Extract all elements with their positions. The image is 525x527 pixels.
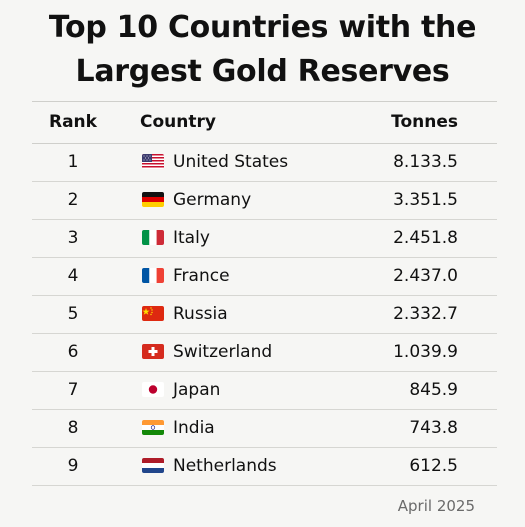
- country-cell: Germany: [173, 190, 252, 210]
- tonnes-cell: 2.451.8: [393, 228, 458, 248]
- rank-cell: 9: [67, 456, 79, 476]
- country-cell: Switzerland: [173, 342, 273, 362]
- table-row: 8 India 743.8: [32, 410, 497, 448]
- country-cell: Italy: [173, 228, 210, 248]
- rank-cell: 7: [67, 380, 79, 400]
- table-row: 4 France 2.437.0: [32, 258, 497, 296]
- tonnes-cell: 8.133.5: [393, 152, 458, 172]
- france-flag-icon: [142, 268, 164, 283]
- column-header-tonnes: Tonnes: [391, 112, 458, 132]
- germany-flag-icon: [142, 192, 164, 207]
- tonnes-cell: 1.039.9: [393, 342, 458, 362]
- table-row: 7 Japan 845.9: [32, 372, 497, 410]
- tonnes-cell: 3.351.5: [393, 190, 458, 210]
- chart-title: Top 10 Countries with the Largest Gold R…: [0, 6, 525, 94]
- netherlands-flag-icon: [142, 458, 164, 473]
- italy-flag-icon: [142, 230, 164, 245]
- country-cell: Russia: [173, 304, 228, 324]
- switzerland-flag-icon: [142, 344, 164, 359]
- tonnes-cell: 845.9: [409, 380, 458, 400]
- tonnes-cell: 2.332.7: [393, 304, 458, 324]
- rank-cell: 6: [67, 342, 79, 362]
- table-body: 1 United States 8.133.5 2 Germany 3.351.5 3 Ita…: [32, 144, 497, 486]
- rank-cell: 1: [67, 152, 79, 172]
- rank-cell: 5: [67, 304, 79, 324]
- japan-flag-icon: [142, 382, 164, 397]
- title-line-2: Largest Gold Reserves: [75, 54, 450, 89]
- table-row: 3 Italy 2.451.8: [32, 220, 497, 258]
- country-cell: France: [173, 266, 230, 286]
- rank-cell: 3: [67, 228, 79, 248]
- table-row: 5 Russia 2.332.7: [32, 296, 497, 334]
- country-cell: Japan: [173, 380, 221, 400]
- china-style-red-flag-icon: [142, 306, 164, 321]
- rank-cell: 8: [67, 418, 79, 438]
- india-flag-icon: [142, 420, 164, 435]
- title-line-1: Top 10 Countries with the: [48, 10, 477, 45]
- tonnes-cell: 743.8: [409, 418, 458, 438]
- rank-cell: 4: [67, 266, 79, 286]
- tonnes-cell: 2.437.0: [393, 266, 458, 286]
- table-row: 6 Switzerland 1.039.9: [32, 334, 497, 372]
- country-cell: India: [173, 418, 215, 438]
- table-row: 1 United States 8.133.5: [32, 144, 497, 182]
- country-cell: Netherlands: [173, 456, 277, 476]
- table-header-row: Rank Country Tonnes: [32, 102, 497, 144]
- table-row: 2 Germany 3.351.5: [32, 182, 497, 220]
- date-footnote: April 2025: [397, 497, 475, 515]
- us-flag-icon: [142, 154, 164, 169]
- gold-reserves-table: Rank Country Tonnes 1 United States 8.133.…: [32, 101, 497, 486]
- country-cell: United States: [173, 152, 289, 172]
- column-header-country: Country: [140, 112, 216, 132]
- table-row: 9 Netherlands 612.5: [32, 448, 497, 486]
- tonnes-cell: 612.5: [409, 456, 458, 476]
- rank-cell: 2: [67, 190, 79, 210]
- column-header-rank: Rank: [49, 112, 97, 132]
